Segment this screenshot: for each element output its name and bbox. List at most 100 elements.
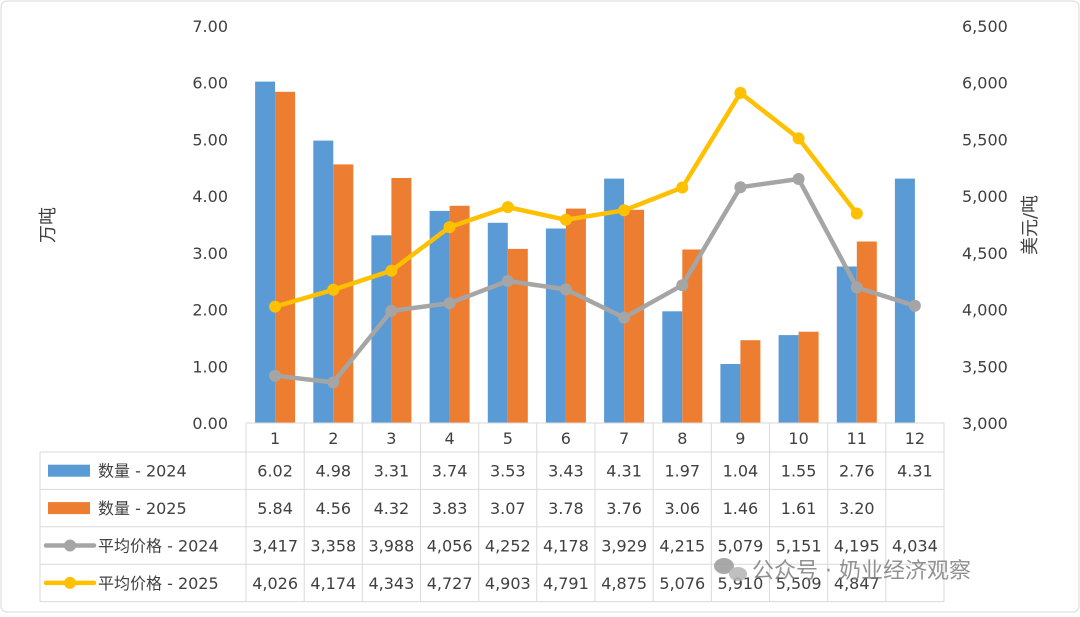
line-point (443, 221, 456, 234)
legend-key-bar (48, 464, 90, 477)
line-point (734, 86, 747, 99)
bar (507, 248, 528, 423)
line-point (385, 264, 398, 277)
legend-series-name: 平均价格 - 2025 (98, 574, 219, 593)
line-point (559, 283, 572, 296)
table-cell-value: 4.98 (315, 462, 351, 481)
y-left-tick-label: 4.00 (192, 187, 228, 206)
bar (662, 311, 683, 423)
x-category-label: 10 (788, 429, 808, 448)
legend-series-name: 数量 - 2025 (98, 499, 187, 518)
table-cell-value: 5,076 (659, 574, 705, 593)
table-cell-value: 4,056 (427, 537, 473, 556)
line-point (443, 297, 456, 310)
y-right-tick-label: 3,000 (962, 414, 1008, 433)
y-right-tick-label: 4,000 (962, 301, 1008, 320)
table-cell-value: 4.56 (315, 499, 351, 518)
table-cell-value: 3.07 (490, 499, 526, 518)
table-cell-value: 1.04 (723, 462, 759, 481)
table-cell-value: 4,875 (601, 574, 647, 593)
bar (255, 81, 276, 423)
y-right-tick-label: 6,000 (962, 74, 1008, 93)
table-cell-value: 1.61 (781, 499, 817, 518)
x-category-label: 6 (561, 429, 571, 448)
y-right-tick-label: 3,500 (962, 357, 1008, 376)
bar (275, 91, 296, 424)
bar (856, 241, 877, 423)
y-left-tick-label: 0.00 (192, 414, 228, 433)
bar-series-2 (275, 91, 877, 424)
series-line (272, 176, 918, 385)
line-point (269, 369, 282, 382)
x-category-label: 8 (677, 429, 687, 448)
line-point (618, 311, 631, 324)
line-point (676, 181, 689, 194)
line-point (850, 207, 863, 220)
table-row: 平均价格 - 2024 3,417 3,358 3,988 4,056 4,252 4,17… (43, 537, 938, 556)
table-cell-value: 4,178 (543, 537, 589, 556)
y-right-tick-label: 5,000 (962, 187, 1008, 206)
table-cell-value: 3.43 (548, 462, 584, 481)
y-right-tick-label: 4,500 (962, 244, 1008, 263)
y-right-tick-label: 5,500 (962, 130, 1008, 149)
y-right-tick-label: 6,500 (962, 17, 1008, 36)
table-cell-value: 5,910 (717, 574, 763, 593)
table-cell-value: 5,079 (717, 537, 763, 556)
watermark-text: 公众号 · 奶业经济观察 (752, 559, 971, 584)
y-left-tick-label: 1.00 (192, 357, 228, 376)
bar (720, 364, 741, 423)
table-cell-value: 3.83 (432, 499, 468, 518)
table-cell-value: 3.20 (839, 499, 875, 518)
table-cell-value: 4,174 (310, 574, 356, 593)
line-point (559, 213, 572, 226)
line-point (327, 376, 340, 389)
line-point (501, 201, 514, 214)
table-row: 数量 - 2024 6.02 4.98 3.31 3.74 3.53 3.43 4.31 1.9… (48, 462, 933, 481)
bar (836, 266, 857, 423)
x-category-label: 11 (847, 429, 867, 448)
table-cell-value: 2.76 (839, 462, 875, 481)
bar (798, 331, 819, 423)
bar (565, 208, 586, 423)
y-left-tick-label: 7.00 (192, 17, 228, 36)
legend-key-marker (64, 576, 76, 589)
bar (449, 205, 470, 423)
table-cell-value: 4,343 (368, 574, 414, 593)
table-cell-value: 4.32 (374, 499, 410, 518)
bar (682, 249, 703, 423)
wechat-icon (729, 567, 747, 581)
line-point (792, 132, 805, 145)
x-category-label: 5 (503, 429, 513, 448)
bar (740, 340, 761, 423)
bar (604, 178, 625, 423)
x-category-label: 2 (328, 429, 338, 448)
y-left-tick-label: 5.00 (192, 130, 228, 149)
table-cell-value: 4,034 (892, 537, 938, 556)
legend-key-bar (48, 502, 90, 515)
line-point (734, 181, 747, 194)
table-cell-value: 3.74 (432, 462, 468, 481)
y-left-tick-label: 3.00 (192, 244, 228, 263)
table-cell-value: 4,215 (659, 537, 705, 556)
table-cell-value: 6.02 (257, 462, 293, 481)
table-cell-value: 4.31 (606, 462, 642, 481)
table-cell-value: 4,903 (485, 574, 531, 593)
line-series-1 (269, 173, 921, 389)
legend-key-marker (64, 539, 76, 552)
table-cell-value: 4,847 (834, 574, 880, 593)
line-point (908, 299, 921, 312)
bar (371, 235, 392, 423)
line-point (385, 304, 398, 317)
x-category-label: 7 (619, 429, 629, 448)
x-category-label: 1 (270, 429, 280, 448)
x-category-label: 9 (735, 429, 745, 448)
line-point (618, 204, 631, 217)
line-series-2 (269, 86, 863, 313)
table-cell-value: 1.46 (723, 499, 759, 518)
table-cell-value: 3.53 (490, 462, 526, 481)
bar-series-1 (255, 81, 915, 423)
x-category-label: 12 (905, 429, 925, 448)
table-cell-value: 3.78 (548, 499, 584, 518)
